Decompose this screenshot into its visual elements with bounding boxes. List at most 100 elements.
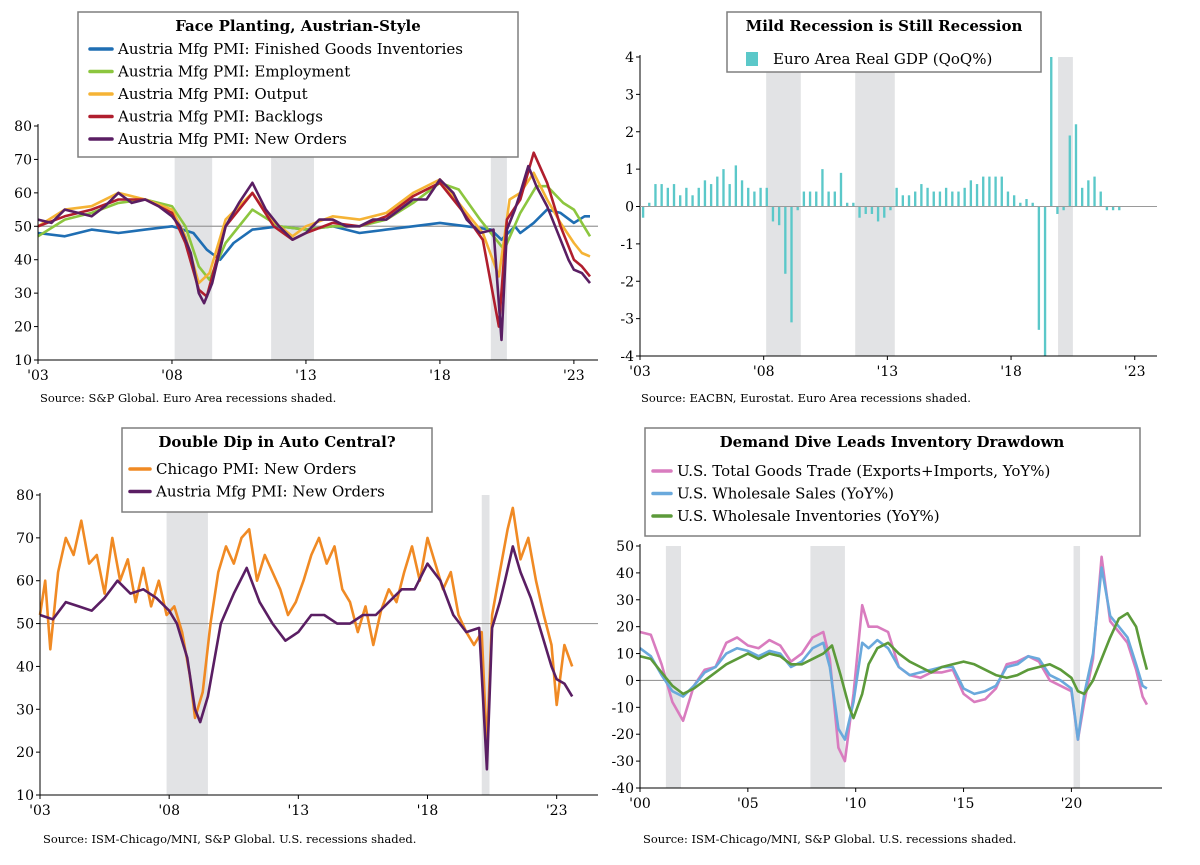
x-tick-label: '08 (161, 368, 183, 384)
recession-shade (665, 546, 681, 788)
source-note: Source: ISM-Chicago/MNI, S&P Global. U.S… (643, 832, 1016, 846)
gdp-bar (765, 187, 768, 207)
y-tick-label: 50 (16, 617, 34, 633)
y-tick-label: 80 (14, 119, 32, 135)
gdp-bar (1019, 202, 1022, 207)
gdp-bar (709, 184, 713, 207)
gdp-bar (654, 184, 657, 207)
y-tick-label: 4 (625, 50, 634, 66)
gdp-bar (901, 195, 905, 207)
gdp-bar (907, 195, 911, 207)
x-tick-label: '23 (563, 368, 585, 384)
legend-label: Austria Mfg PMI: Backlogs (117, 108, 323, 126)
source-note: Source: EACBN, Eurostat. Euro Area reces… (641, 391, 971, 405)
legend-label: Austria Mfg PMI: Finished Goods Inventor… (117, 40, 463, 58)
gdp-bar (988, 176, 991, 207)
legend-label: Austria Mfg PMI: Employment (117, 63, 350, 81)
gdp-bar (969, 180, 973, 207)
gdp-bar (951, 191, 954, 207)
y-tick-label: 40 (616, 566, 634, 582)
recession-shade (481, 495, 490, 795)
gdp-bar (864, 206, 867, 214)
y-tick-label: 2 (625, 125, 634, 141)
y-tick-label: -3 (620, 312, 634, 328)
chart-panel-c1: 10 20 30 40 50 60 70 80 '03 '08 '13 '18 '23 Face Plan… (14, 11, 598, 405)
gdp-bar (1062, 206, 1065, 211)
legend-label: Chicago PMI: New Orders (156, 460, 356, 478)
gdp-bar (716, 176, 719, 207)
gdp-bar (1043, 206, 1047, 356)
y-tick-label: 50 (616, 539, 634, 555)
chart-title: Demand Dive Leads Inventory Drawdown (720, 433, 1065, 451)
gdp-bar (777, 206, 781, 226)
legend-label: Austria Mfg PMI: New Orders (117, 130, 347, 148)
gdp-bar (895, 187, 898, 207)
gdp-bar (697, 187, 700, 207)
source-note: Source: ISM-Chicago/MNI, S&P Global. U.S… (43, 832, 416, 846)
gdp-bar (703, 180, 707, 207)
y-tick-label: 0 (625, 673, 634, 689)
x-tick-label: '00 (629, 796, 651, 812)
legend-box (77, 11, 519, 158)
x-tick-label: '13 (287, 803, 309, 819)
series-line-0 (37, 208, 590, 261)
y-tick-label: 20 (16, 745, 34, 761)
recession-shade (166, 495, 208, 795)
gdp-bar (808, 191, 812, 207)
gdp-bar (876, 206, 880, 222)
recession-shade (174, 126, 213, 360)
y-tick-label: 50 (14, 219, 32, 235)
y-tick-label: 10 (14, 353, 32, 369)
series-line-2 (37, 171, 591, 285)
gdp-bar (1056, 206, 1059, 214)
gdp-bar (938, 191, 942, 207)
legend-label: U.S. Total Goods Trade (Exports+Imports,… (677, 462, 1050, 480)
gdp-bar (1037, 206, 1041, 330)
gdp-bar (1080, 187, 1084, 207)
gdp-bar (1093, 176, 1096, 207)
x-tick-label: '03 (29, 803, 51, 819)
y-tick-label: -1 (620, 237, 634, 253)
y-tick-label: 30 (616, 593, 634, 609)
x-tick-label: '23 (546, 803, 568, 819)
gdp-bar (1025, 199, 1028, 207)
gdp-bar (641, 206, 645, 218)
legend-box (644, 427, 1141, 537)
gdp-bar (833, 191, 836, 207)
gdp-bar (648, 202, 651, 207)
gdp-bar (944, 187, 948, 207)
x-tick-label: '13 (295, 368, 317, 384)
gdp-bar (815, 191, 818, 207)
gdp-bar (821, 169, 824, 207)
gdp-bar (1111, 206, 1115, 211)
gdp-bar (889, 206, 892, 211)
gdp-bar (858, 206, 861, 218)
gdp-bar (1099, 191, 1102, 207)
chart-title: Face Planting, Austrian-Style (175, 17, 421, 35)
gdp-bar (852, 202, 855, 207)
y-tick-label: 40 (14, 253, 32, 269)
gdp-bar (660, 184, 663, 207)
chart-title: Double Dip in Auto Central? (158, 433, 395, 451)
gdp-bar (802, 191, 806, 207)
series-line-2 (639, 611, 1149, 720)
gdp-bar (845, 202, 849, 207)
gdp-bar (666, 187, 670, 207)
x-tick-label: '05 (737, 796, 759, 812)
gdp-bar (975, 184, 979, 207)
y-tick-label: 3 (625, 87, 634, 103)
gdp-bar (753, 191, 756, 207)
gdp-bar (740, 180, 744, 207)
series-line-1 (639, 566, 1148, 741)
gdp-bar (796, 206, 799, 211)
gdp-bar (932, 191, 935, 207)
y-tick-label: 40 (16, 659, 34, 675)
x-tick-label: '18 (429, 368, 451, 384)
legend-swatch (746, 52, 758, 66)
gdp-bar (1000, 176, 1003, 207)
y-tick-label: 10 (16, 788, 34, 804)
legend-label: Euro Area Real GDP (QoQ%) (773, 50, 992, 68)
gdp-bar (728, 184, 731, 207)
gdp-bar (914, 191, 917, 207)
gdp-bar (734, 165, 738, 207)
